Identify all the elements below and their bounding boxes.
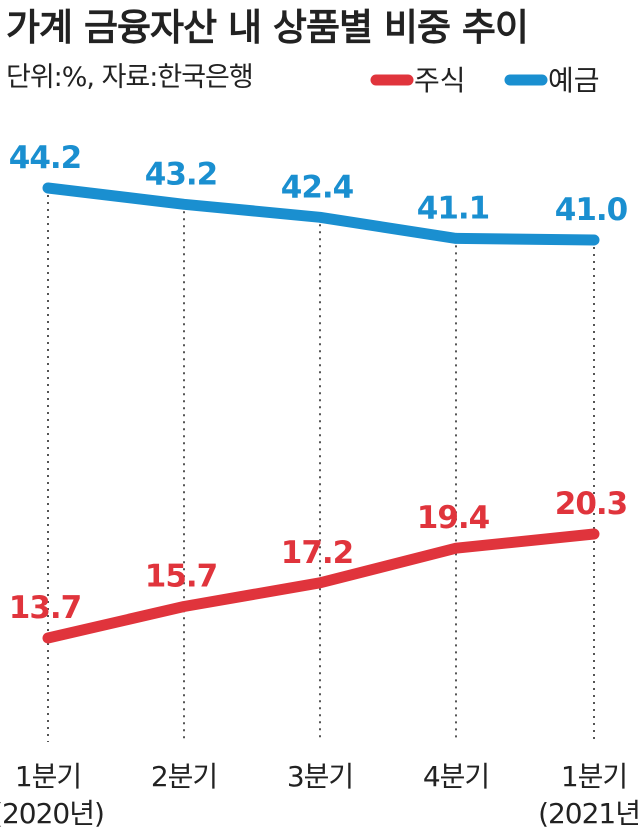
chart-title: 가계 금융자산 내 상품별 비중 추이	[6, 6, 528, 49]
x-tick-sublabel: (2020년)	[0, 797, 104, 830]
x-tick-sublabel: (2021년)	[538, 797, 638, 830]
series-line-deposit	[42, 182, 600, 246]
data-label: 17.2	[281, 535, 354, 571]
data-label: 20.3	[555, 486, 628, 522]
x-tick-label: 3분기	[287, 760, 353, 793]
data-label: 43.2	[145, 156, 218, 192]
x-tick-label: 1분기	[15, 760, 81, 793]
data-label: 44.2	[9, 140, 82, 176]
legend: 주식 예금	[370, 64, 600, 97]
legend-label-stock: 주식	[414, 64, 466, 97]
data-label: 13.7	[9, 590, 82, 626]
data-label: 15.7	[145, 559, 218, 595]
x-tick-label: 1분기	[561, 760, 627, 793]
gridlines	[47, 188, 595, 742]
x-axis-ticks: 1분기 (2020년) 2분기 3분기 4분기 1분기 (2021년)	[0, 760, 638, 830]
legend-label-deposit: 예금	[548, 64, 600, 97]
x-tick-label: 2분기	[151, 760, 217, 793]
series-lines	[42, 182, 600, 644]
data-label: 41.0	[555, 192, 628, 228]
data-labels: 44.2 43.2 42.4 41.1 41.0 13.7 15.7 17.2 19.4 20.3	[9, 140, 629, 626]
series-line-stock	[42, 528, 600, 644]
chart-subtitle: 단위:%, 자료:한국은행	[6, 62, 253, 93]
x-tick-label: 4분기	[423, 760, 489, 793]
data-label: 41.1	[417, 190, 490, 226]
data-label: 19.4	[417, 500, 490, 536]
data-label: 42.4	[281, 169, 354, 205]
